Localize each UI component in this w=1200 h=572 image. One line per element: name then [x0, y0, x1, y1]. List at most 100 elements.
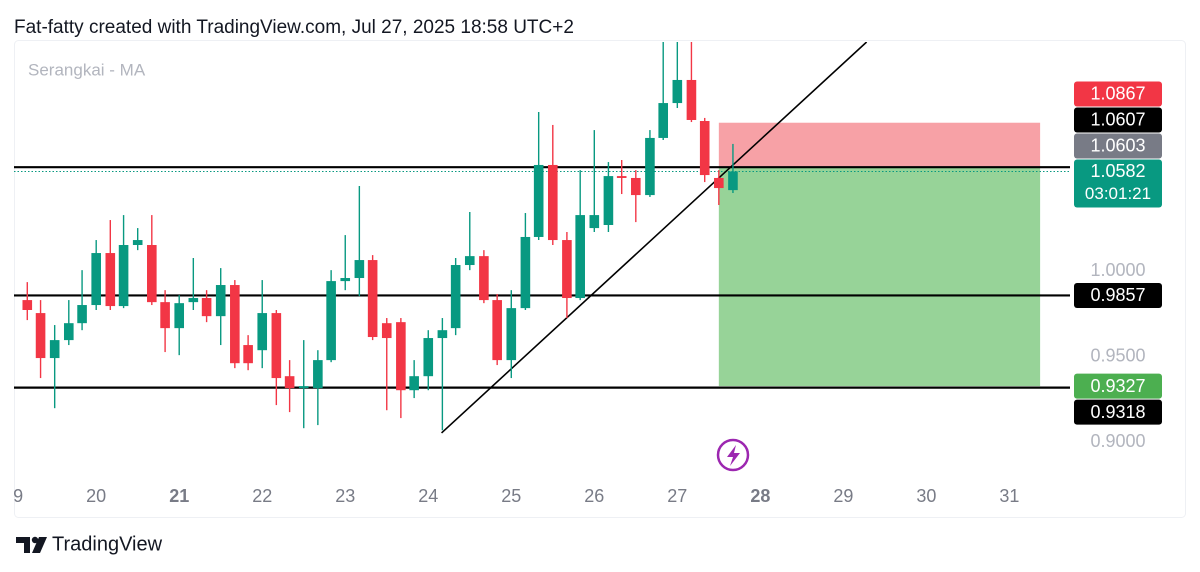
event-bolt — [727, 445, 740, 466]
price-label-box — [1074, 81, 1162, 107]
candle-body — [479, 256, 489, 301]
y-tick-label: 0.9000 — [1090, 431, 1145, 451]
candle-body — [326, 281, 336, 361]
x-tick-label: 26 — [584, 486, 604, 506]
price-label-box — [1074, 282, 1162, 308]
candle-body — [49, 340, 60, 359]
candle-body — [201, 298, 212, 317]
header-text: Fat-fatty created with TradingView.com, … — [14, 17, 574, 38]
candle-body — [160, 302, 170, 329]
price-label: 0.9327 — [1090, 376, 1145, 396]
candle-body — [658, 103, 669, 138]
price-label: 0.9857 — [1090, 285, 1145, 305]
candle-body — [533, 164, 544, 237]
price-label-box — [1074, 107, 1162, 133]
candle-body — [313, 360, 323, 389]
x-tick-label: 31 — [999, 486, 1019, 506]
candle-body — [284, 376, 295, 389]
x-tick-label: 25 — [501, 486, 521, 506]
candle-body — [423, 338, 434, 377]
event-icon — [716, 438, 750, 472]
candle-body — [243, 345, 253, 364]
candle-body — [562, 240, 572, 299]
candle-body — [450, 265, 461, 329]
logo-dot — [31, 536, 39, 544]
candle-body — [603, 176, 614, 225]
candle-body — [409, 376, 419, 391]
x-tick-label: 24 — [418, 486, 438, 506]
countdown-label: 03:01:21 — [1085, 184, 1151, 203]
x-tick-label: 21 — [169, 486, 189, 506]
y-tick-label: 1.0000 — [1090, 260, 1145, 280]
x-tick-label: 27 — [667, 486, 687, 506]
price-label: 1.0603 — [1090, 136, 1145, 156]
trend-line — [441, 42, 868, 434]
candle-body — [230, 285, 240, 364]
price-label: 1.0582 — [1090, 161, 1145, 181]
candle-body — [645, 137, 655, 196]
x-tick-label: 23 — [335, 486, 355, 506]
candle-body — [381, 323, 392, 339]
candle-body — [298, 386, 309, 389]
candle-body — [35, 313, 46, 359]
candle-body — [174, 303, 185, 329]
price-label-box — [1074, 373, 1162, 399]
x-tick-label: 19 — [3, 486, 23, 506]
x-tick-label: 29 — [833, 486, 853, 506]
candle-body — [367, 260, 378, 338]
candle-body — [147, 245, 157, 303]
price-label: 1.0607 — [1090, 110, 1145, 130]
x-tick-label: 22 — [252, 486, 272, 506]
candle-body — [63, 323, 74, 341]
chart-frame — [14, 40, 1186, 518]
candle-body — [506, 308, 517, 361]
candle-body — [616, 176, 627, 178]
candle-body — [575, 215, 585, 299]
x-tick-label: 28 — [750, 486, 770, 506]
candle-body — [714, 177, 724, 189]
candle-body — [492, 300, 502, 361]
indicator-label: Serangkai - MA — [28, 60, 146, 79]
candle-body — [686, 79, 697, 120]
candle-body — [118, 245, 129, 307]
price-label: 0.9318 — [1090, 402, 1145, 422]
candle-body — [728, 171, 738, 191]
plot-area — [14, 42, 1070, 434]
x-tick-label: 20 — [86, 486, 106, 506]
candle-body — [672, 79, 683, 104]
candle-body — [437, 330, 448, 339]
price-label-box — [1074, 133, 1162, 159]
price-label-box — [1074, 159, 1162, 208]
candle-body — [271, 313, 282, 379]
candle-body — [396, 322, 406, 391]
x-tick-label: 30 — [916, 486, 936, 506]
x-axis: 19 20 21 22 23 24 25 26 27 28 29 30 31 — [3, 486, 1019, 506]
logo-slash — [32, 537, 47, 553]
y-tick-label: 0.9500 — [1090, 345, 1145, 365]
candle-body — [257, 313, 268, 351]
candle-body — [188, 298, 199, 303]
candle-body — [132, 240, 143, 246]
logo-mark — [16, 537, 30, 553]
candle-body — [105, 253, 116, 307]
candle-body — [631, 177, 641, 196]
target-zone — [718, 167, 1041, 387]
candle-body — [22, 300, 33, 310]
candle-body — [77, 305, 87, 324]
candle-body — [91, 253, 101, 306]
candle-body — [354, 260, 365, 279]
stop-zone — [718, 122, 1041, 168]
price-scale: 0.9000 0.9500 1.0000 1.0867 1.0607 1.0603 1.05… — [1074, 81, 1162, 451]
candle-body — [340, 278, 351, 282]
candle-body — [464, 256, 475, 266]
candle-body — [699, 121, 710, 176]
price-label: 1.0867 — [1090, 84, 1145, 104]
logo — [16, 536, 47, 553]
price-label-box — [1074, 399, 1162, 425]
candle-body — [520, 236, 531, 309]
footer-text: TradingView — [52, 533, 163, 555]
candle-body — [547, 164, 558, 241]
candle-body — [589, 215, 600, 229]
